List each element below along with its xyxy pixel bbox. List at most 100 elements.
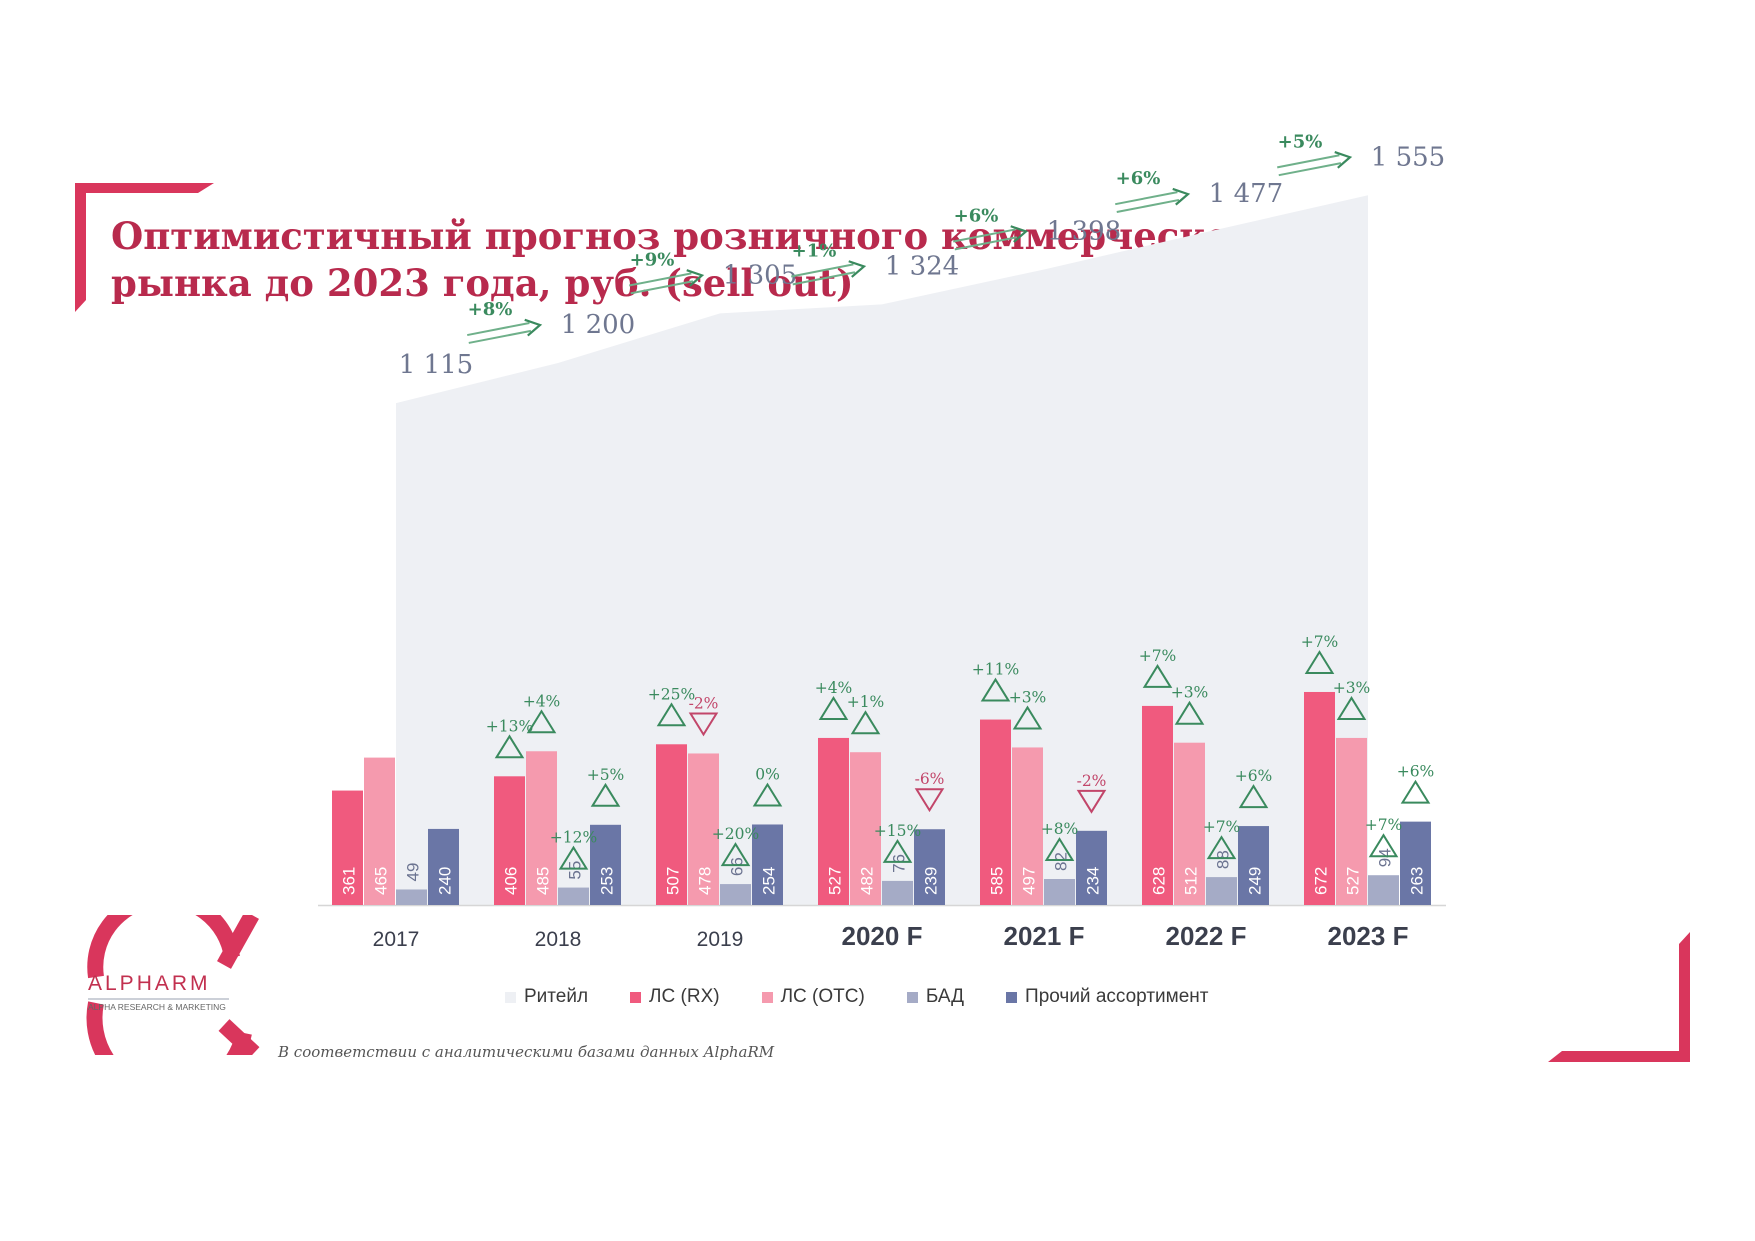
data-label-bad-2022F: 88 bbox=[1214, 850, 1233, 869]
total-label-2022F: 1 477 bbox=[1209, 179, 1283, 209]
growth-marker-otc-2022F bbox=[1174, 700, 1205, 725]
bar-otc-2018 bbox=[526, 751, 557, 905]
data-label-rx-2023F: 672 bbox=[1312, 867, 1331, 895]
growth-marker-bad-2022F bbox=[1206, 835, 1237, 860]
chart-title: Оптимистичный прогноз розничного коммерч… bbox=[111, 214, 1279, 305]
data-label-otc-2020F: 482 bbox=[858, 867, 877, 895]
category-label-2023F: 2023 F bbox=[1328, 921, 1409, 951]
total-growth-label-2021F: +6% bbox=[954, 205, 999, 226]
legend-swatch bbox=[1006, 991, 1018, 1003]
growth-arrow-2023F bbox=[1277, 151, 1353, 177]
legend-label: БАД bbox=[925, 986, 965, 1007]
bar-other-2019 bbox=[752, 824, 783, 905]
legend-item: ЛС (OTC) bbox=[761, 986, 865, 1008]
logo-subtext: ALPHA RESEARCH & MARKETING bbox=[88, 1002, 226, 1012]
data-label-otc-2021F: 497 bbox=[1020, 867, 1039, 895]
growth-arrow-2018 bbox=[467, 318, 543, 344]
legend-item: Ритейл bbox=[505, 986, 588, 1008]
bar-otc-2017 bbox=[364, 757, 395, 905]
bar-bad-2019 bbox=[720, 884, 751, 905]
total-growth-label-2018: +8% bbox=[468, 299, 513, 320]
data-label-otc-2023F: 527 bbox=[1344, 867, 1363, 895]
data-label-otc-2019: 478 bbox=[696, 867, 715, 895]
growth-marker-other-2020F bbox=[914, 788, 945, 813]
data-label-otc-2018: 485 bbox=[534, 867, 553, 895]
growth-marker-other-2021F bbox=[1076, 789, 1107, 814]
growth-arrow-2019 bbox=[629, 269, 705, 295]
category-label-2019: 2019 bbox=[697, 928, 744, 951]
bar-bad-2018 bbox=[558, 887, 589, 905]
growth-marker-rx-2018 bbox=[494, 734, 525, 759]
growth-marker-bad-2021F bbox=[1044, 837, 1075, 862]
data-label-bad-2017: 49 bbox=[404, 863, 423, 882]
legend-swatch bbox=[906, 991, 918, 1003]
bar-bad-2022F bbox=[1206, 877, 1237, 905]
growth-marker-other-2019 bbox=[752, 782, 783, 807]
growth-marker-other-2018 bbox=[590, 782, 621, 807]
growth-label-bad-2021F: +8% bbox=[1041, 820, 1079, 838]
growth-label-rx-2021F: +11% bbox=[972, 661, 1019, 679]
bar-bad-2017 bbox=[396, 889, 427, 905]
growth-arrow-2021F bbox=[953, 225, 1029, 251]
bar-otc-2023F bbox=[1336, 737, 1367, 905]
bar-rx-2022F bbox=[1142, 705, 1173, 905]
total-growth-label-2023F: +5% bbox=[1278, 131, 1323, 152]
growth-label-otc-2020F: +1% bbox=[847, 693, 885, 711]
total-growth-label-2020F: +1% bbox=[792, 240, 837, 261]
growth-label-rx-2018: +13% bbox=[486, 717, 533, 735]
growth-label-bad-2018: +12% bbox=[550, 829, 597, 847]
data-label-bad-2019: 66 bbox=[728, 857, 747, 876]
bar-bad-2023F bbox=[1368, 875, 1399, 905]
data-label-other-2018: 253 bbox=[598, 867, 617, 895]
category-label-2020F: 2020 F bbox=[842, 921, 923, 951]
legend-label: ЛС (OTC) bbox=[780, 986, 865, 1007]
data-label-other-2023F: 263 bbox=[1408, 867, 1427, 895]
growth-label-other-2020F: -6% bbox=[915, 770, 945, 788]
data-label-bad-2021F: 82 bbox=[1052, 852, 1071, 871]
total-label-2019: 1 305 bbox=[723, 260, 797, 290]
logo-text: ALPHARM bbox=[88, 972, 211, 995]
data-label-rx-2019: 507 bbox=[664, 867, 683, 895]
data-label-rx-2020F: 527 bbox=[826, 867, 845, 895]
total-label-2018: 1 200 bbox=[561, 310, 635, 340]
total-growth-label-2019: +9% bbox=[630, 249, 675, 270]
bar-rx-2020F bbox=[818, 737, 849, 905]
data-label-other-2019: 254 bbox=[760, 867, 779, 895]
growth-label-otc-2022F: +3% bbox=[1171, 684, 1209, 702]
growth-label-other-2022F: +6% bbox=[1235, 767, 1273, 785]
total-label-2020F: 1 324 bbox=[885, 251, 959, 281]
growth-marker-bad-2020F bbox=[882, 839, 913, 863]
legend-item: Прочий ассортимент bbox=[1006, 986, 1208, 1008]
data-label-other-2021F: 234 bbox=[1084, 867, 1103, 895]
bar-other-2022F bbox=[1238, 826, 1269, 905]
category-label-2021F: 2021 F bbox=[1004, 921, 1085, 951]
data-label-other-2020F: 239 bbox=[922, 867, 941, 895]
growth-label-rx-2023F: +7% bbox=[1301, 633, 1339, 651]
bar-other-2023F bbox=[1400, 821, 1431, 905]
data-label-rx-2017: 361 bbox=[340, 867, 359, 895]
category-label-2017: 2017 bbox=[373, 928, 420, 951]
bar-other-2018 bbox=[590, 824, 621, 905]
growth-marker-bad-2019 bbox=[720, 842, 751, 867]
growth-label-rx-2022F: +7% bbox=[1139, 647, 1177, 665]
bar-otc-2019 bbox=[688, 753, 719, 905]
bar-otc-2022F bbox=[1174, 742, 1205, 905]
bar-rx-2019 bbox=[656, 744, 687, 905]
bar-rx-2018 bbox=[494, 776, 525, 905]
growth-marker-other-2023F bbox=[1400, 779, 1431, 804]
bar-otc-2020F bbox=[850, 752, 881, 905]
growth-label-bad-2022F: +7% bbox=[1203, 818, 1241, 836]
growth-marker-otc-2019 bbox=[688, 712, 719, 737]
bar-rx-2021F bbox=[980, 719, 1011, 905]
chart-legend: Ритейл ЛС (RX) ЛС (OTC) БАД Прочий ассортиме… bbox=[505, 986, 1250, 1008]
data-label-rx-2018: 406 bbox=[502, 867, 521, 895]
growth-label-otc-2019: -2% bbox=[689, 694, 719, 712]
growth-label-bad-2023F: +7% bbox=[1365, 816, 1403, 834]
growth-label-other-2023F: +6% bbox=[1397, 763, 1435, 781]
bar-bad-2021F bbox=[1044, 879, 1075, 905]
growth-label-other-2018: +5% bbox=[587, 766, 625, 784]
data-label-rx-2022F: 628 bbox=[1150, 867, 1169, 895]
growth-marker-rx-2023F bbox=[1304, 650, 1335, 674]
growth-marker-otc-2021F bbox=[1012, 705, 1043, 730]
